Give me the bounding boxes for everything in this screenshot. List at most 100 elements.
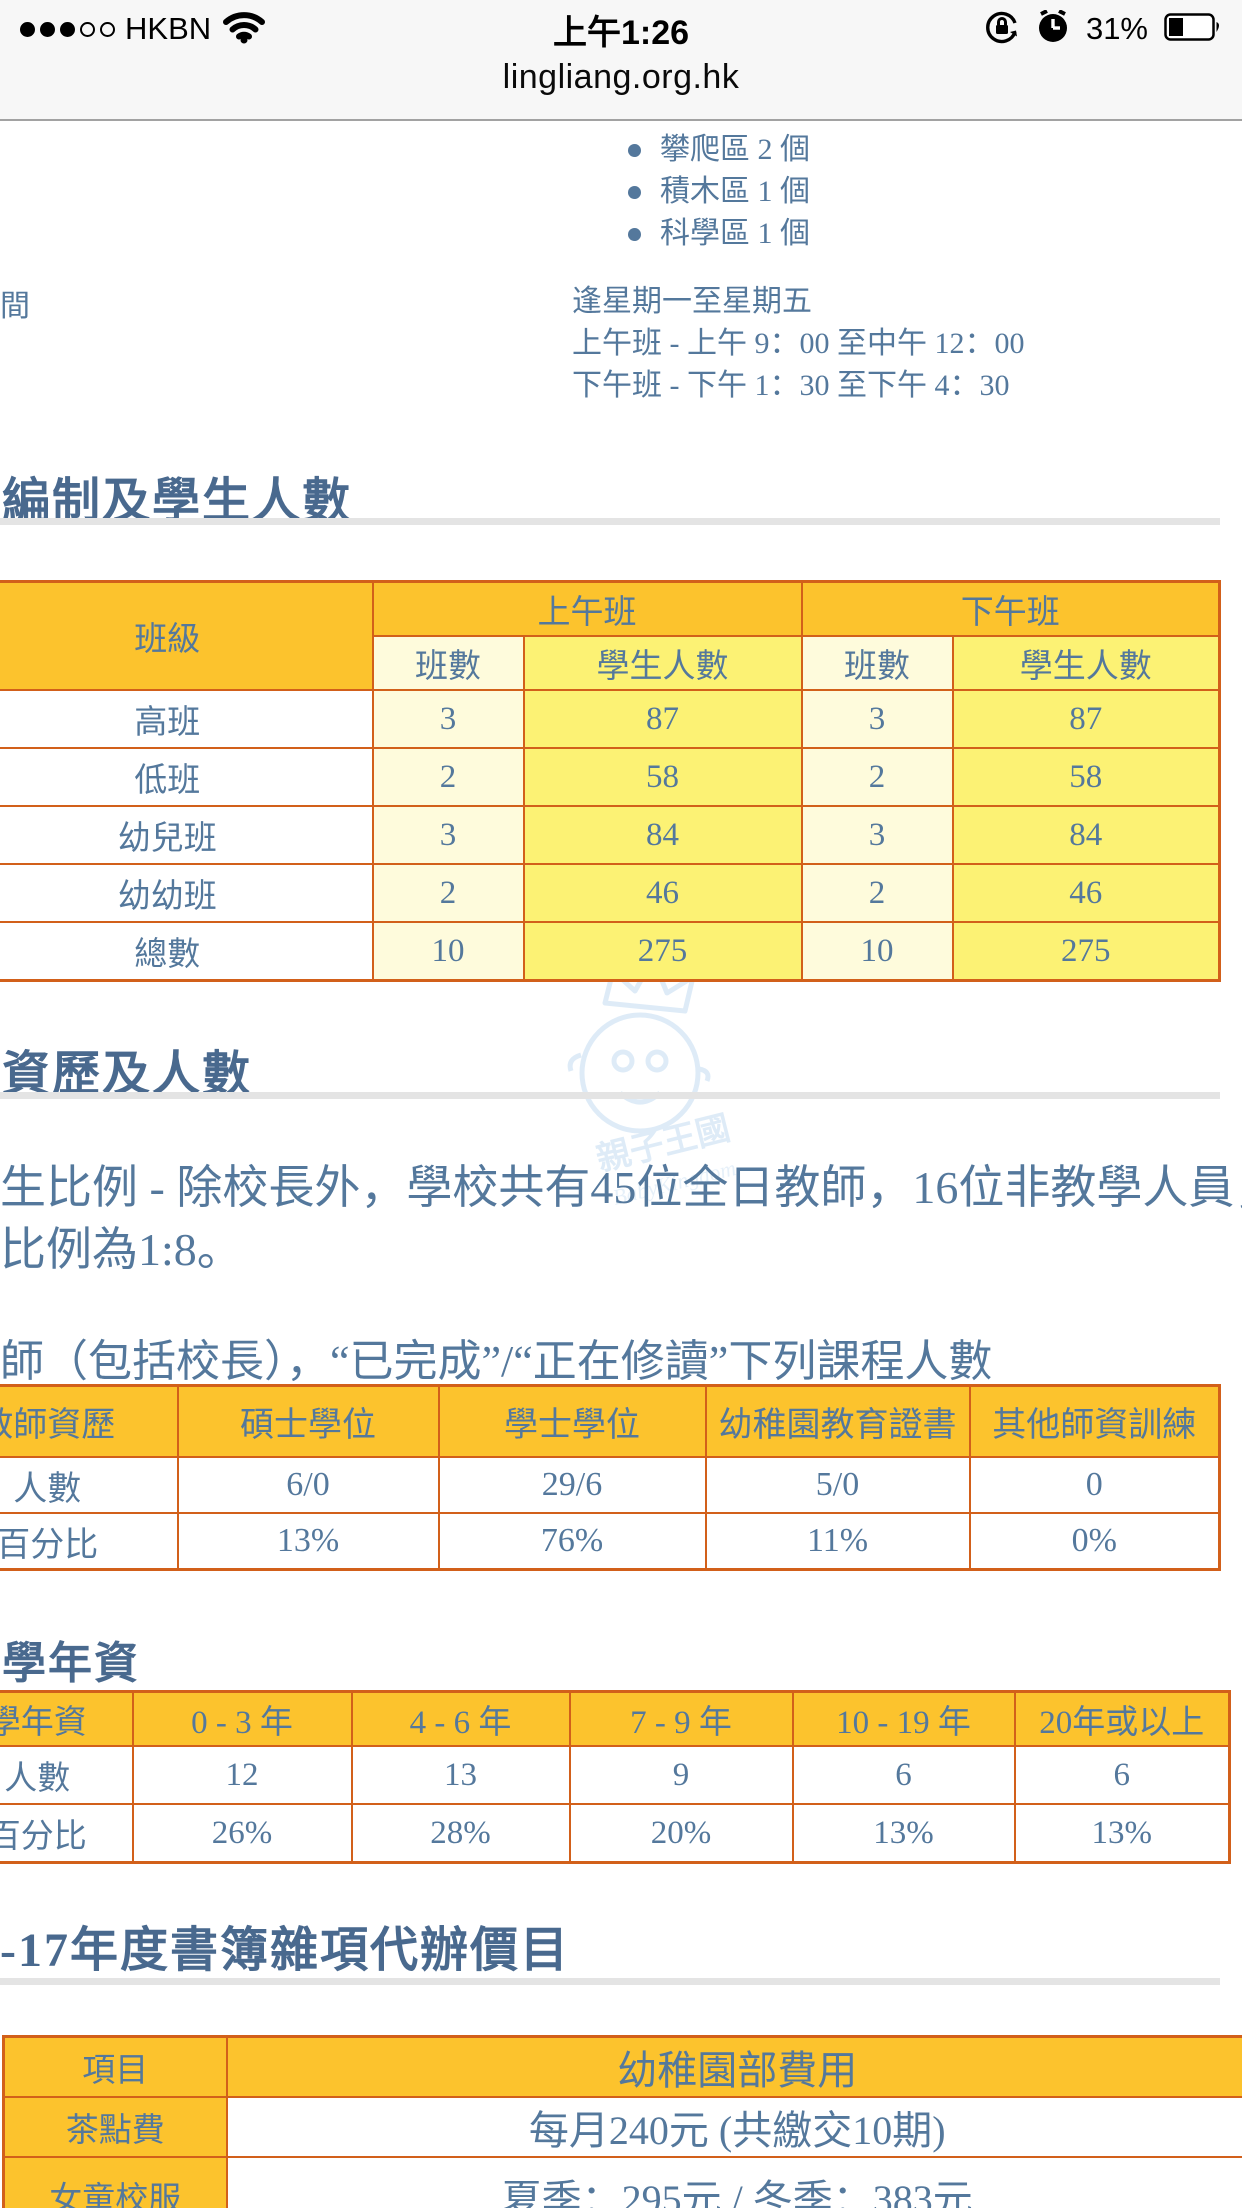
page-content[interactable]: 親子王國 BabyKingdom 攀爬區 2 個 積木區 1 個 科學區 1 個… [0,121,1242,2208]
url-bar[interactable]: lingliang.org.hk [502,58,740,96]
column-header: 4 - 6 年 [350,1690,571,1747]
cell: 6 [791,1745,1016,1805]
wifi-icon [223,10,266,49]
cell: 夏季：295元 / 冬季：383元 [225,2156,1242,2208]
table-row: 總數 10 275 10 275 [0,921,1221,982]
cell: 26% [131,1803,353,1864]
row-label: 人數 [0,1745,134,1805]
cell: 84 [951,805,1221,865]
qualification-intro: 師（包括校長），“已完成”/“正在修讀”下列課程人數 [0,1337,993,1386]
schedule-text: 逢星期一至星期五 上午班 - 上午 9：00 至中午 12：00 下午班 - 下… [572,281,1025,407]
table-row: 低班 2 58 2 58 [0,747,1221,807]
cell: 87 [522,689,803,749]
class-structure-table: 班級 上午班 下午班 班數 學生人數 班數 學生人數 高班 3 87 3 87 … [0,580,1221,982]
section-divider [0,1978,1220,1985]
cell: 13 [350,1745,571,1805]
schedule-row-label: 間 [0,290,30,323]
cell: 58 [522,747,803,807]
section-divider [0,1092,1220,1099]
cell: 0 [968,1456,1221,1514]
facilities-list: 攀爬區 2 個 積木區 1 個 科學區 1 個 [628,129,810,255]
cell: 58 [951,747,1221,807]
cell: 10 [800,921,954,982]
cell: 29/6 [437,1456,707,1514]
teacher-ratio-paragraph: 生比例 - 除校長外，學校共有45位全日教師，16位非教學人員， 比例為1:8。 [0,1157,1242,1281]
table-row: 百分比 13% 76% 11% 0% [0,1512,1221,1571]
cell: 11% [704,1512,971,1571]
row-label: 百分比 [0,1512,179,1571]
carrier-label: HKBN [125,11,212,46]
cell: 13% [1013,1803,1231,1864]
cell: 46 [951,863,1221,923]
cell-signal-icon [20,21,115,37]
column-header: 10 - 19 年 [791,1690,1016,1747]
section-divider [0,518,1220,525]
cell: 28% [350,1803,571,1864]
cell: 10 [371,921,525,982]
cell: 87 [951,689,1221,749]
cell: 275 [522,921,803,982]
cell: 6 [1013,1745,1231,1805]
column-header: 20年或以上 [1013,1690,1231,1747]
column-header: 幼稚園部費用 [225,2035,1242,2098]
paragraph-line: 生比例 - 除校長外，學校共有45位全日教師，16位非教學人員， [0,1162,1242,1213]
column-header: 學生人數 [951,635,1221,691]
table-row: 高班 3 87 3 87 [0,689,1221,749]
cell: 2 [800,863,954,923]
section-heading-experience: 學年資 [2,1639,140,1688]
table-corner-cell: 項目 [2,2035,228,2098]
cell: 3 [371,805,525,865]
list-item: 積木區 1 個 [628,171,810,213]
column-group-header: 下午班 [800,580,1221,637]
column-header: 班數 [371,635,525,691]
table-corner-cell: 班級 [0,580,374,691]
cell: 13% [791,1803,1016,1864]
watermark-babykingdom-icon: 親子王國 BabyKingdom [567,956,738,1210]
column-header: 其他師資訓練 [968,1384,1221,1458]
table-row: 幼兒班 3 84 3 84 [0,805,1221,865]
column-header: 學年資 [0,1690,134,1747]
row-label: 高班 [0,689,374,749]
cell: 9 [568,1745,794,1805]
cell: 13% [176,1512,440,1571]
cell: 2 [371,747,525,807]
paragraph-line: 比例為1:8。 [0,1224,243,1275]
browser-chrome: HKBN 上午1:26 [0,0,1242,121]
column-header: 幼稚園教育證書 [704,1384,971,1458]
cell: 12 [131,1745,353,1805]
section-heading-fees: -17年度書簿雜項代辦價目 [0,1924,570,1977]
qualification-table: 教師資歷 碩士學位 學士學位 幼稚園教育證書 其他師資訓練 人數 6/0 29/… [0,1384,1221,1571]
cell: 3 [371,689,525,749]
list-item: 攀爬區 2 個 [628,129,810,171]
schedule-line: 下午班 - 下午 1：30 至下午 4：30 [572,369,1010,402]
cell: 2 [800,747,954,807]
column-header: 教師資歷 [0,1384,179,1458]
cell: 0% [968,1512,1221,1571]
status-bar: HKBN 上午1:26 [0,0,1242,58]
rotation-lock-icon [984,9,1020,50]
table-row: 人數 6/0 29/6 5/0 0 [0,1456,1221,1514]
alarm-clock-icon [1036,8,1070,49]
list-item: 科學區 1 個 [628,213,810,255]
schedule-line: 逢星期一至星期五 [572,285,812,318]
experience-table: 學年資 0 - 3 年 4 - 6 年 7 - 9 年 10 - 19 年 20… [0,1690,1231,1864]
table-row: 女童校服 夏季：295元 / 冬季：383元 [2,2156,1242,2208]
row-label: 人數 [0,1456,179,1514]
row-label: 低班 [0,747,374,807]
row-label: 女童校服 [2,2156,228,2208]
battery-percent: 31% [1085,11,1148,46]
battery-icon [1164,12,1222,46]
table-row: 百分比 26% 28% 20% 13% 13% [0,1803,1231,1864]
column-header: 碩士學位 [176,1384,440,1458]
column-group-header: 上午班 [371,580,803,637]
table-row: 幼幼班 2 46 2 46 [0,863,1221,923]
row-label: 幼兒班 [0,805,374,865]
column-header: 7 - 9 年 [568,1690,794,1747]
row-label: 茶點費 [2,2096,228,2158]
table-row: 人數 12 13 9 6 6 [0,1745,1231,1805]
table-row: 茶點費 每月240元 (共繳交10期) [2,2096,1242,2158]
cell: 6/0 [176,1456,440,1514]
cell: 20% [568,1803,794,1864]
cell: 76% [437,1512,707,1571]
cell: 3 [800,805,954,865]
